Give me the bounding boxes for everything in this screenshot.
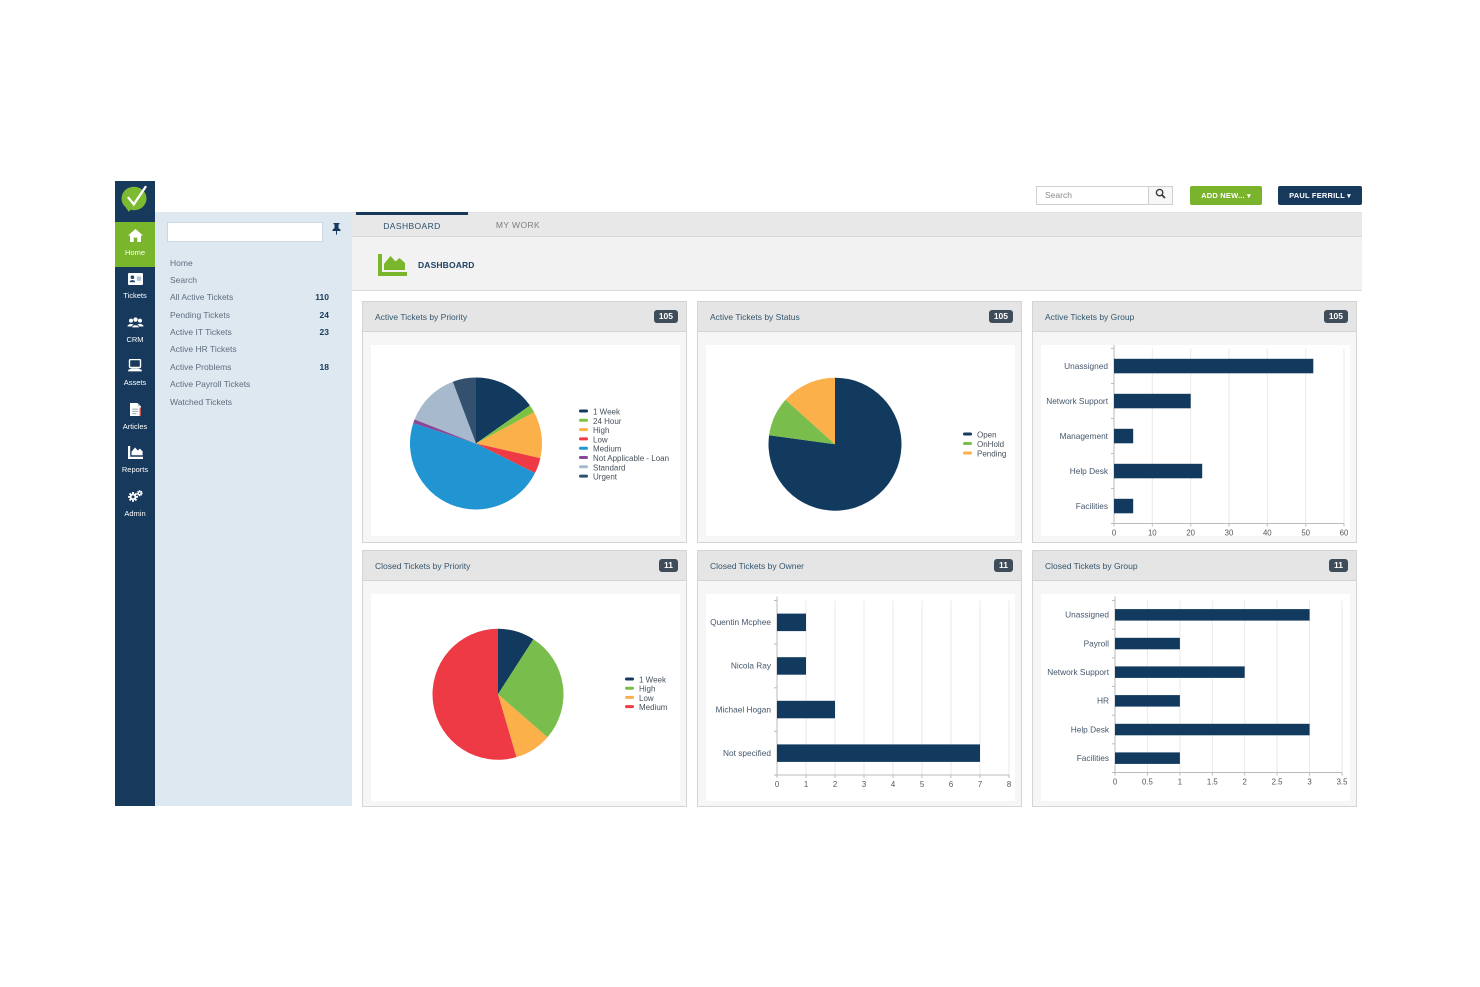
svg-text:HR: HR <box>1097 695 1109 705</box>
svg-text:Facilities: Facilities <box>1077 753 1109 763</box>
svg-text:Standard: Standard <box>593 463 625 472</box>
svg-text:3.5: 3.5 <box>1337 777 1349 786</box>
svg-text:Help Desk: Help Desk <box>1070 465 1109 475</box>
svg-text:Urgent: Urgent <box>593 472 618 481</box>
svg-text:0: 0 <box>775 780 780 789</box>
svg-text:40: 40 <box>1263 528 1272 536</box>
svg-text:Not specified: Not specified <box>723 748 771 758</box>
svg-text:7: 7 <box>978 780 982 789</box>
svg-text:Low: Low <box>639 693 654 702</box>
svg-text:Quentin Mcphee: Quentin Mcphee <box>710 617 771 627</box>
svg-text:Unassigned: Unassigned <box>1065 609 1109 619</box>
svg-text:Low: Low <box>593 435 608 444</box>
svg-text:3: 3 <box>862 780 866 789</box>
svg-text:Help Desk: Help Desk <box>1071 724 1110 734</box>
svg-text:High: High <box>593 426 609 435</box>
svg-text:0: 0 <box>1113 777 1118 786</box>
svg-text:Open: Open <box>977 430 997 439</box>
svg-text:Pending: Pending <box>977 449 1006 458</box>
svg-text:Nicola Ray: Nicola Ray <box>731 660 772 670</box>
svg-text:1: 1 <box>1178 777 1182 786</box>
svg-text:20: 20 <box>1186 528 1195 536</box>
svg-text:Facilities: Facilities <box>1076 500 1108 510</box>
svg-text:10: 10 <box>1148 528 1157 536</box>
svg-text:0.5: 0.5 <box>1142 777 1154 786</box>
svg-text:Network Support: Network Support <box>1047 667 1109 677</box>
svg-text:6: 6 <box>949 780 953 789</box>
svg-text:1 Week: 1 Week <box>639 675 667 684</box>
svg-text:60: 60 <box>1340 528 1349 536</box>
svg-text:High: High <box>639 684 655 693</box>
svg-text:2.5: 2.5 <box>1272 777 1284 786</box>
svg-text:1: 1 <box>804 780 808 789</box>
svg-text:Unassigned: Unassigned <box>1064 360 1108 370</box>
svg-text:5: 5 <box>920 780 925 789</box>
svg-text:Not Applicable - Loan: Not Applicable - Loan <box>593 454 669 463</box>
svg-text:Medium: Medium <box>593 444 622 453</box>
svg-text:24 Hour: 24 Hour <box>593 416 622 425</box>
svg-text:Payroll: Payroll <box>1084 638 1110 648</box>
svg-text:8: 8 <box>1007 780 1011 789</box>
svg-text:Medium: Medium <box>639 703 668 712</box>
svg-text:Network Support: Network Support <box>1046 395 1108 405</box>
svg-text:3: 3 <box>1307 777 1311 786</box>
svg-text:30: 30 <box>1225 528 1234 536</box>
svg-text:1.5: 1.5 <box>1207 777 1219 786</box>
svg-text:0: 0 <box>1112 528 1117 536</box>
svg-text:2: 2 <box>1243 777 1247 786</box>
svg-text:Management: Management <box>1060 430 1109 440</box>
svg-text:50: 50 <box>1301 528 1310 536</box>
svg-text:4: 4 <box>891 780 896 789</box>
svg-text:1 Week: 1 Week <box>593 407 621 416</box>
svg-text:2: 2 <box>833 780 837 789</box>
svg-text:Michael Hogan: Michael Hogan <box>716 704 772 714</box>
svg-text:OnHold: OnHold <box>977 440 1004 449</box>
